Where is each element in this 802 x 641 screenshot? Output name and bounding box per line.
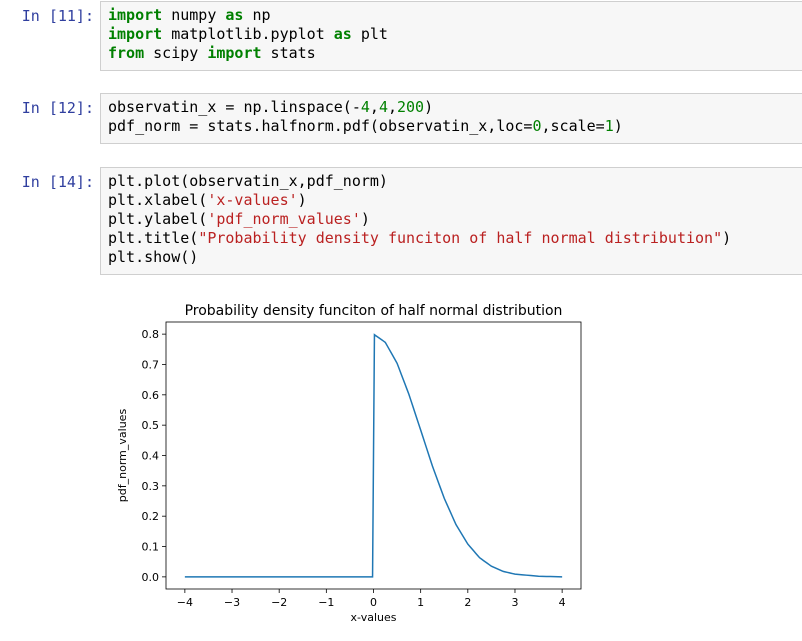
code-input[interactable]: import numpy as np import matplotlib.pypl… — [100, 1, 802, 71]
code-token: matplotlib.pyplot — [162, 25, 334, 43]
y-tick-label: 0.8 — [142, 328, 160, 341]
code-token: ) — [722, 229, 732, 247]
string-token: "Probability density funciton of half no… — [198, 229, 723, 247]
y-tick-label: 0.3 — [142, 480, 160, 493]
code-token: plt.title( — [108, 229, 199, 247]
code-line: import matplotlib.pyplot as plt — [108, 25, 795, 44]
code-token: plt.ylabel( — [108, 210, 208, 228]
keyword-token: import — [207, 44, 262, 62]
code-token: ,scale= — [541, 117, 605, 135]
x-tick-label: −4 — [177, 596, 193, 609]
cell-prompt: In [11]: — [21, 7, 94, 25]
y-tick-label: 0.4 — [142, 450, 160, 463]
pdf-line-chart: Probability density funciton of half nor… — [116, 303, 582, 624]
code-token: ) — [613, 117, 623, 135]
y-tick-label: 0.2 — [142, 510, 160, 523]
code-line: from scipy import stats — [108, 44, 795, 63]
y-axis-label: pdf_norm_values — [116, 409, 129, 503]
number-token: 200 — [397, 98, 425, 116]
code-token: numpy — [162, 6, 226, 24]
code-line: import numpy as np — [108, 6, 795, 25]
code-token: ) — [297, 191, 307, 209]
code-line: pdf_norm = stats.halfnorm.pdf(observatin… — [108, 117, 795, 136]
x-axis-label: x-values — [351, 611, 397, 624]
keyword-token: import — [108, 25, 163, 43]
code-input[interactable]: observatin_x = np.linspace(-4,4,200) pdf_… — [100, 93, 802, 144]
keyword-token: as — [333, 25, 352, 43]
y-tick-label: 0.0 — [142, 571, 160, 584]
code-token: pdf_norm = stats.halfnorm.pdf(observatin… — [108, 117, 533, 135]
y-tick-label: 0.6 — [142, 389, 160, 402]
code-token: ) — [424, 98, 434, 116]
code-token: stats — [261, 44, 316, 62]
keyword-token: import — [108, 6, 163, 24]
x-tick-label: −2 — [271, 596, 287, 609]
code-token: , — [387, 98, 397, 116]
string-token: 'pdf_norm_values' — [207, 210, 361, 228]
number-token: 4 — [360, 98, 370, 116]
y-tick-label: 0.1 — [142, 541, 160, 554]
code-line: plt.xlabel('x-values') — [108, 191, 795, 210]
plot-output: Probability density funciton of half nor… — [100, 292, 600, 637]
code-line: plt.title("Probability density funciton … — [108, 229, 795, 248]
x-tick-label: −3 — [224, 596, 240, 609]
y-tick-label: 0.5 — [142, 419, 160, 432]
x-tick-label: 3 — [511, 596, 518, 609]
x-tick-label: −1 — [318, 596, 334, 609]
number-token: 1 — [604, 117, 614, 135]
x-tick-label: 0 — [370, 596, 377, 609]
code-token: scipy — [144, 44, 208, 62]
code-line: plt.show() — [108, 248, 795, 267]
keyword-token: as — [225, 6, 244, 24]
code-line: observatin_x = np.linspace(-4,4,200) — [108, 98, 795, 117]
code-token: , — [369, 98, 379, 116]
string-token: 'x-values' — [207, 191, 298, 209]
code-token: ) — [360, 210, 370, 228]
code-line: plt.ylabel('pdf_norm_values') — [108, 210, 795, 229]
keyword-token: from — [108, 44, 145, 62]
x-tick-label: 1 — [417, 596, 424, 609]
number-token: 0 — [532, 117, 542, 135]
code-token: plt.xlabel( — [108, 191, 208, 209]
code-line: plt.plot(observatin_x,pdf_norm) — [108, 172, 795, 191]
cell-prompt: In [12]: — [21, 99, 94, 117]
code-token: np — [243, 6, 271, 24]
code-token: plt.plot(observatin_x,pdf_norm) — [108, 172, 388, 190]
number-token: 4 — [378, 98, 388, 116]
y-tick-label: 0.7 — [142, 358, 160, 371]
pdf-series-line — [184, 333, 563, 578]
code-input[interactable]: plt.plot(observatin_x,pdf_norm) plt.xlabe… — [100, 167, 802, 275]
code-token: plt.show() — [108, 248, 199, 266]
code-token: plt — [351, 25, 388, 43]
code-token: observatin_x = np.linspace(- — [108, 98, 361, 116]
x-tick-label: 2 — [464, 596, 471, 609]
chart-title: Probability density funciton of half nor… — [185, 303, 563, 319]
cell-prompt: In [14]: — [21, 173, 94, 191]
x-tick-label: 4 — [559, 596, 566, 609]
